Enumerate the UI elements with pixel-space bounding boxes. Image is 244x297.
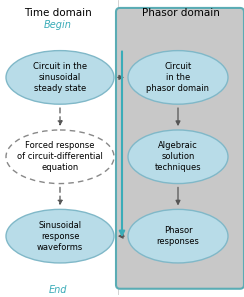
Text: Circuit in the
sinusoidal
steady state: Circuit in the sinusoidal steady state bbox=[33, 62, 87, 93]
Text: Sinusoidal
response
waveforms: Sinusoidal response waveforms bbox=[37, 221, 83, 252]
Text: Time domain: Time domain bbox=[24, 8, 92, 18]
Ellipse shape bbox=[6, 50, 114, 104]
Ellipse shape bbox=[128, 209, 228, 263]
Text: Begin: Begin bbox=[44, 20, 72, 30]
Ellipse shape bbox=[6, 130, 114, 184]
Text: Algebraic
solution
techniques: Algebraic solution techniques bbox=[155, 141, 201, 172]
Text: Forced response
of circuit-differential
equation: Forced response of circuit-differential … bbox=[17, 141, 103, 172]
Text: Phasor
responses: Phasor responses bbox=[157, 226, 199, 246]
Text: Phasor domain: Phasor domain bbox=[142, 8, 220, 18]
Ellipse shape bbox=[128, 50, 228, 104]
Text: Circuit
in the
phasor domain: Circuit in the phasor domain bbox=[146, 62, 210, 93]
Text: End: End bbox=[49, 285, 67, 295]
Ellipse shape bbox=[128, 130, 228, 184]
FancyBboxPatch shape bbox=[116, 8, 244, 289]
Ellipse shape bbox=[6, 209, 114, 263]
